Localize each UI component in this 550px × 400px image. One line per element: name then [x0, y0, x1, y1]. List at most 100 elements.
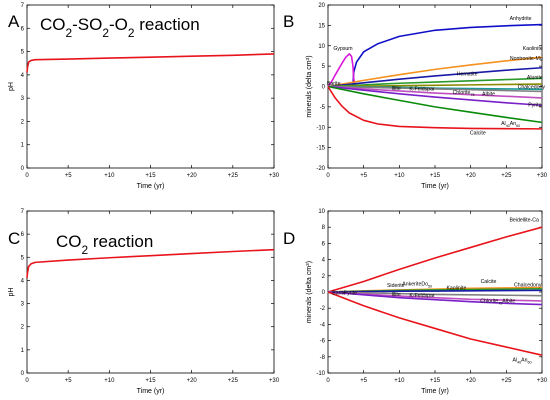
- panel-letter-b: B: [283, 12, 295, 31]
- series-line-10: [327, 85, 543, 124]
- x-tick-label: +25: [501, 173, 512, 179]
- y-tick-label: 5: [322, 64, 326, 70]
- y-tick-label: 2: [21, 119, 25, 125]
- panel-letter-c: C: [8, 229, 21, 248]
- series-annotation: Anhydrite: [510, 16, 532, 22]
- chart-c: 0 +5 +10 +15 +20 +25 +30 0 1 2 3 4 5 6 7 Time (yr) pH CO2…: [8, 209, 280, 395]
- series-annotation: Hematite: [457, 71, 478, 77]
- y-tick-label: 15: [318, 23, 325, 29]
- y-tick-label: 3: [21, 96, 25, 102]
- y-tick-label: 0: [322, 290, 326, 296]
- chart-a: 0 +5 +10 +15 +20 +25 +30 0 1 2 3 4 5 6 7 Time (yr) pH CO2…: [8, 3, 280, 190]
- x-axis-label: Time (yr): [421, 183, 449, 190]
- x-tick-label: +25: [228, 173, 239, 179]
- series-annotation: Chalcedony: [518, 85, 546, 91]
- x-tick-label: +10: [104, 173, 115, 179]
- series-line-7: [327, 291, 543, 356]
- chart-title: CO2-SO2-O2 reaction: [40, 15, 200, 40]
- series-annotation: AnkeriteDo50: [402, 282, 432, 289]
- y-tick-label: 5: [21, 255, 25, 261]
- series-line-1: [327, 53, 356, 87]
- x-tick-label: +5: [65, 378, 73, 384]
- x-tick-label: +30: [537, 173, 548, 179]
- x-tick-label: +15: [430, 378, 441, 384]
- x-tick-label: +10: [104, 378, 115, 384]
- series-line-4: [327, 291, 543, 297]
- y-tick-label: 0: [322, 85, 326, 91]
- x-tick-label: +20: [187, 378, 198, 384]
- y-tick-label: 7: [21, 3, 25, 9]
- y-tick-label: 0: [21, 166, 25, 172]
- x-tick-label: +30: [269, 173, 280, 179]
- y-tick-label: 10: [318, 209, 325, 215]
- x-tick-label: +15: [145, 173, 156, 179]
- series-annotation: Calcite: [470, 131, 486, 137]
- x-axis-label: Time (yr): [137, 388, 165, 395]
- chart-d: 0 +5 +10 +15 +20 +25 +30 -10 -8 -6 -4 -2 0 2 4 6 8 10 Time…: [305, 209, 548, 395]
- y-tick-label: 6: [21, 26, 25, 32]
- x-tick-label: +10: [394, 173, 405, 179]
- series-annotation: Barite: [327, 81, 341, 87]
- panel-letter-a: A: [8, 12, 20, 31]
- x-tick-label: 0: [326, 173, 330, 179]
- series-line-8: [327, 85, 543, 99]
- series-annotation: Calcite: [481, 279, 497, 285]
- y-axis-label: pH: [8, 288, 15, 297]
- x-tick-label: +20: [466, 173, 477, 179]
- x-tick-label: +20: [466, 378, 477, 384]
- series-line-5: [327, 83, 543, 88]
- series-annotation: Barite: [332, 290, 346, 296]
- x-tick-label: +20: [187, 173, 198, 179]
- y-tick-label: 4: [21, 278, 25, 284]
- series-annotation: Albite: [482, 91, 495, 97]
- y-tick-label: 20: [318, 3, 325, 9]
- series-annotation: Al40An60: [512, 358, 531, 365]
- x-tick-label: 0: [25, 173, 29, 179]
- series-annotation: Chlorite75: [453, 90, 475, 97]
- series-line-7: [327, 85, 543, 93]
- chart-b: 0 +5 +10 +15 +20 +25 +30 -20 -15 -10 -5 0 5 10 15 20 Tim…: [305, 3, 548, 190]
- x-tick-label: +25: [501, 378, 512, 384]
- y-tick-label: 10: [318, 44, 325, 50]
- y-tick-label: 3: [21, 302, 25, 308]
- y-tick-label: -6: [320, 339, 326, 345]
- x-axis-label: Time (yr): [137, 183, 165, 190]
- y-tick-label: 1: [21, 348, 25, 354]
- x-tick-label: +15: [430, 173, 441, 179]
- panel-letter-d: D: [283, 229, 296, 248]
- y-axis-label: pH: [8, 82, 15, 91]
- series-line-9: [327, 85, 543, 107]
- series-annotation: Al40An60: [501, 121, 520, 128]
- y-tick-label: 4: [21, 73, 25, 79]
- series-annotation: Alunite: [527, 75, 543, 81]
- series-line-3: [327, 289, 543, 293]
- y-tick-label: 5: [21, 50, 25, 56]
- series-annotation: K-Feldspar: [409, 87, 435, 93]
- y-tick-label: 7: [21, 209, 25, 215]
- x-tick-label: 0: [326, 378, 330, 384]
- x-tick-label: +15: [145, 378, 156, 384]
- y-tick-label: 6: [21, 232, 25, 238]
- series-annotation: Pyrite: [528, 102, 541, 108]
- y-tick-label: -5: [320, 105, 326, 111]
- y-tick-label: -8: [320, 355, 326, 361]
- series-annotation: Siderite: [387, 283, 405, 289]
- series-annotation: Kaolinite: [523, 46, 543, 52]
- y-axis-label: minerals (delta cm3): [305, 261, 314, 323]
- series-annotation: Chlorite75Albite: [480, 299, 515, 306]
- series-annotation: Pyrite: [344, 290, 357, 296]
- series-line-0: [327, 226, 543, 293]
- series-annotation: Kaolinite: [446, 286, 466, 292]
- x-tick-label: +30: [269, 378, 280, 384]
- y-tick-label: -10: [316, 125, 325, 131]
- y-tick-label: -15: [316, 146, 325, 152]
- series-line-3: [327, 66, 543, 88]
- x-tick-label: +30: [537, 378, 548, 384]
- series-line-0: [352, 23, 543, 87]
- y-tick-label: 2: [21, 325, 25, 331]
- series-annotation: Beidellite-Ca: [509, 218, 539, 224]
- y-tick-label: 6: [322, 241, 326, 247]
- series-line-4: [327, 77, 543, 88]
- series-annotation: Illite: [391, 86, 400, 92]
